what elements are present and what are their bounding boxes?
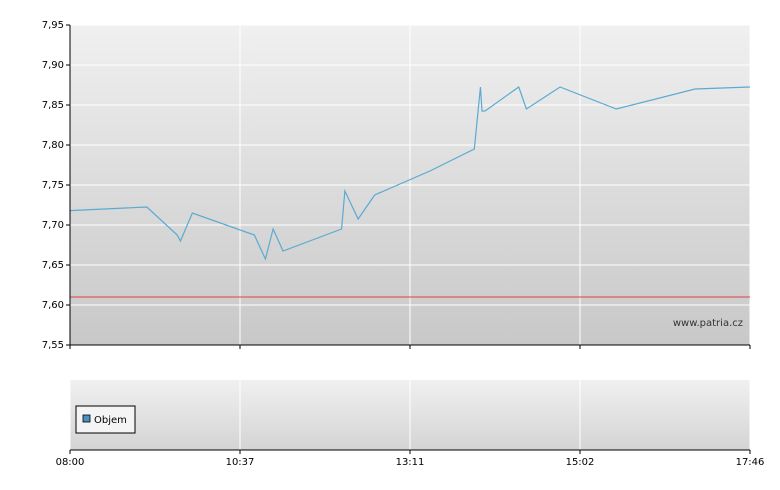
y-tick-label: 7,55 (42, 340, 64, 351)
y-tick-label: 7,80 (42, 140, 64, 151)
x-tick-label: 08:00 (56, 457, 85, 468)
y-tick-label: 7,95 (42, 20, 64, 31)
x-tick-label: 10:37 (226, 457, 255, 468)
y-tick-label: 7,60 (42, 300, 64, 311)
watermark: www.patria.cz (673, 318, 743, 329)
legend-swatch (82, 414, 91, 423)
y-tick-label: 7,85 (42, 100, 64, 111)
y-tick-label: 7,65 (42, 260, 64, 271)
x-tick-label: 15:02 (566, 457, 595, 468)
y-tick-label: 7,70 (42, 220, 64, 231)
x-tick-label: 17:46 (736, 457, 765, 468)
price-line (69, 86, 751, 261)
y-tick-label: 7,75 (42, 180, 64, 191)
legend-label: Objem (94, 415, 127, 426)
y-tick-label: 7,90 (42, 60, 64, 71)
x-tick-label: 13:11 (396, 457, 425, 468)
